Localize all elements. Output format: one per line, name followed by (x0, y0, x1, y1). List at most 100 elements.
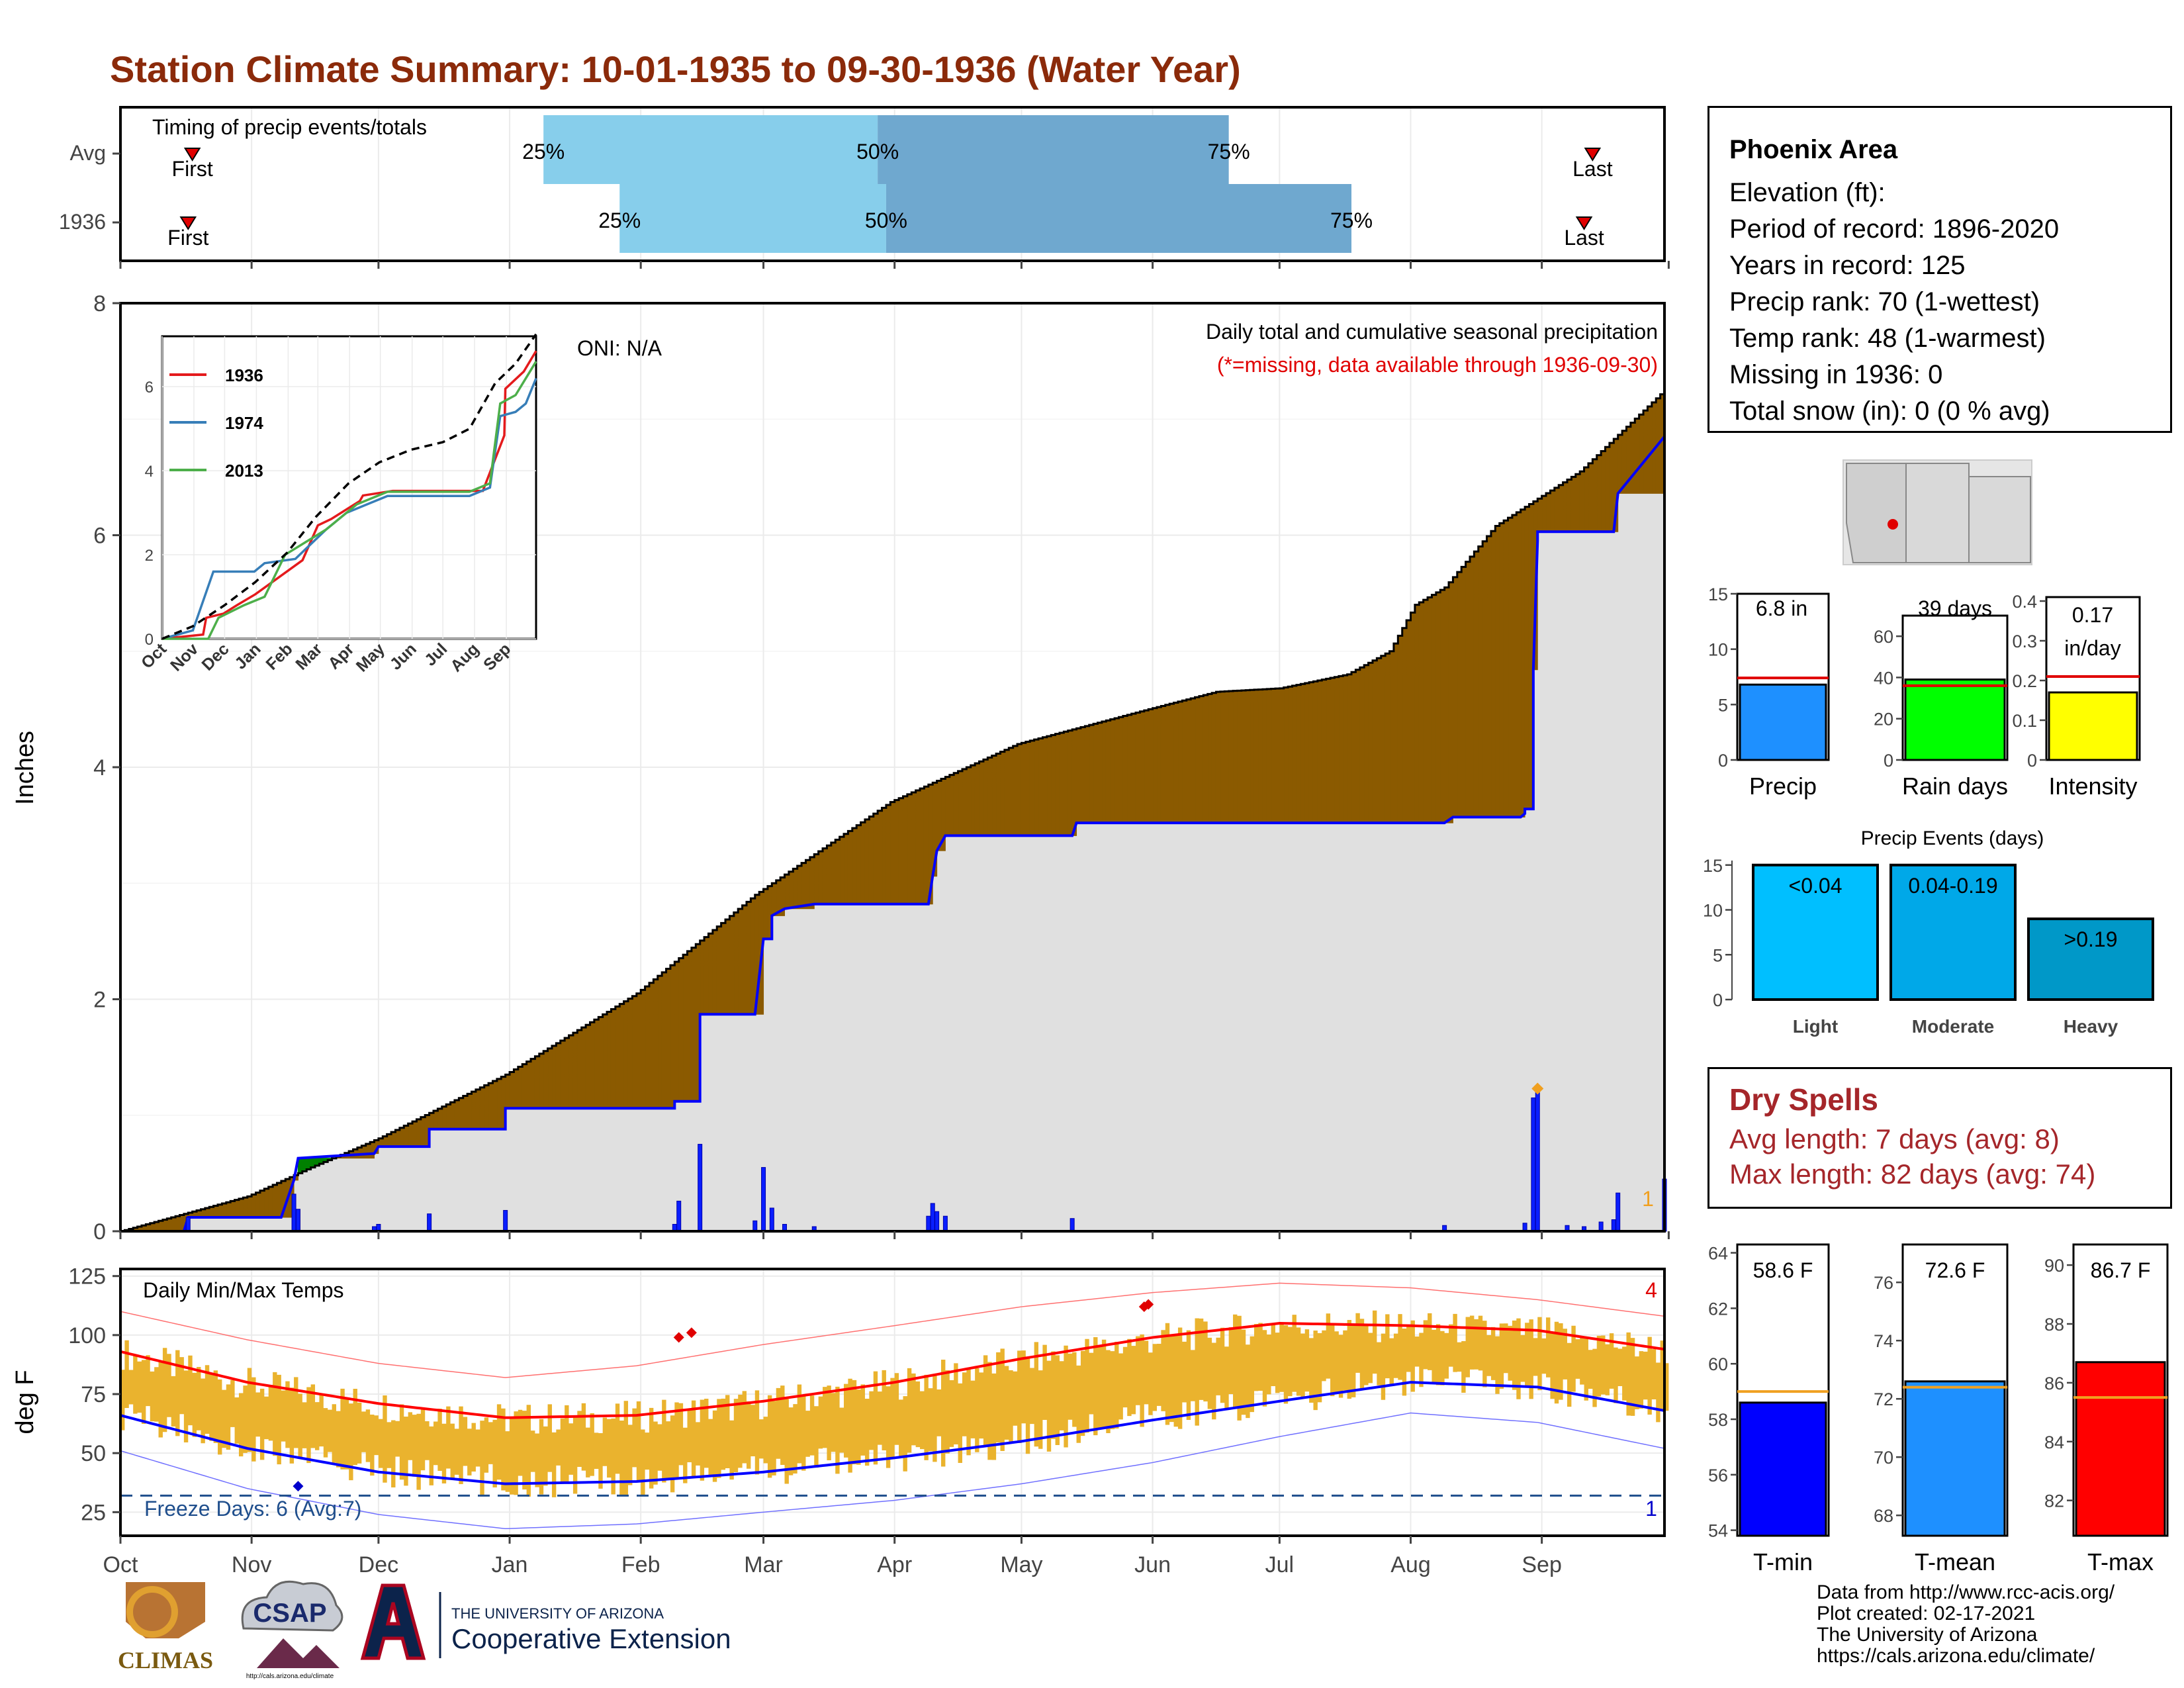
station-temp-rank: Temp rank: 48 (1-warmest) (1729, 324, 2046, 353)
precip-events-y-tick-label: 5 (1713, 945, 1723, 965)
summary-y-tick-label: 10 (1708, 640, 1728, 660)
temp-y-tick-label: 125 (68, 1264, 106, 1289)
daily-precip-bar (1069, 1218, 1075, 1232)
station-info-box: Phoenix Area Elevation (ft): Period of r… (1707, 106, 2172, 433)
summary-y-tick-label: 90 (2044, 1256, 2064, 1276)
timing-row-label: Avg (69, 141, 106, 165)
map-state-tx (1968, 476, 2031, 563)
daily-precip-bar (769, 1207, 774, 1232)
dry-spells-avg: Avg length: 7 days (avg: 8) (1729, 1123, 2060, 1154)
daily-precip-bar (1611, 1219, 1616, 1232)
credit-url: https://cals.arizona.edu/climate/ (1817, 1645, 2095, 1667)
timing-first-marker (179, 216, 197, 230)
timing-bar-lower (543, 115, 878, 184)
summary-x-label: Precip (1749, 773, 1817, 800)
precip-event-bar-label: <0.04 (1789, 874, 1843, 898)
precip-events-y-tick-label: 0 (1713, 990, 1723, 1010)
daily-precip-bar (295, 1209, 300, 1232)
precip-event-bar (1889, 863, 2017, 1001)
timing-bar-lower (619, 184, 886, 253)
inset-legend-label: 2013 (225, 461, 263, 481)
temp-y-tick-label: 50 (81, 1441, 106, 1466)
summary-y-tick-label: 86 (2044, 1374, 2064, 1393)
climas-logo-text: CLIMAS (118, 1647, 213, 1673)
timing-last-marker (1584, 148, 1602, 162)
dry-spells-title: Dry Spells (1729, 1082, 1878, 1117)
climas-logo-ring (126, 1586, 178, 1638)
summary-bar (1739, 1401, 1827, 1537)
summary-bar (1739, 683, 1827, 761)
precip-event-category: Light (1793, 1016, 1838, 1037)
inset-x-tick-label: Jul (421, 639, 451, 669)
record-high-marker (686, 1327, 697, 1338)
daily-precip-bar (427, 1213, 432, 1232)
summary-y-tick-label: 62 (1708, 1299, 1728, 1319)
timing-row-label: 1936 (59, 210, 106, 234)
month-tick-label: Oct (103, 1552, 138, 1577)
precip-subtitle: (*=missing, data available through 1936-… (1217, 353, 1658, 377)
summary-y-tick-label: 84 (2044, 1432, 2064, 1452)
inset-x-tick-label: Dec (198, 639, 232, 674)
summary-x-label: Rain days (1902, 773, 2008, 800)
station-years: Years in record: 125 (1729, 251, 1966, 280)
record-low-marker (293, 1481, 304, 1492)
timing-p25-label: 25% (598, 209, 641, 232)
inset-x-tick-label: Jan (231, 639, 264, 673)
daily-precip-bar (698, 1144, 703, 1232)
daily-precip-bar (752, 1220, 758, 1232)
daily-temp-bars (120, 1310, 1669, 1497)
timing-p50-label: 50% (865, 209, 907, 232)
summary-y-tick-label: 0.1 (2012, 711, 2037, 731)
summary-y-tick-label: 0.2 (2012, 671, 2037, 691)
timing-first-label: First (167, 226, 208, 250)
inset-legend-label: 1936 (225, 365, 263, 385)
credits: Data from http://www.rcc-acis.org/ Plot … (1817, 1582, 2115, 1667)
station-precip-rank: Precip rank: 70 (1-wettest) (1729, 287, 2040, 316)
precip-events-title: Precip Events (days) (1861, 827, 2044, 849)
normal-tmax-line (120, 1322, 1665, 1419)
observed-area (120, 436, 1664, 1231)
month-tick-label: Jan (492, 1552, 528, 1577)
timing-panel-frame (119, 106, 1666, 262)
tmin-value-label: 58.6 F (1753, 1258, 1813, 1282)
month-tick-label: Mar (744, 1552, 783, 1577)
station-location-icon (1888, 519, 1898, 530)
summary-y-tick-label: 54 (1708, 1521, 1728, 1541)
tmax-value-label: 86.7 F (2091, 1258, 2151, 1282)
summary-x-label: T-min (1753, 1548, 1813, 1575)
summary-y-tick-label: 68 (1874, 1506, 1893, 1526)
precip-y-tick-label: 2 (93, 988, 106, 1013)
timing-bar-upper (878, 115, 1229, 184)
credit-university: The University of Arizona (1817, 1624, 2038, 1646)
summary-y-tick-label: 60 (1874, 627, 1893, 647)
daily-precip-bar (503, 1209, 508, 1232)
temp-panel-frame (119, 1268, 1666, 1537)
daily-precip-bar (761, 1167, 766, 1232)
temp-y-axis-label: deg F (11, 1370, 39, 1434)
inset-y-tick-label: 6 (145, 379, 154, 397)
summary-y-tick-label: 74 (1874, 1331, 1893, 1351)
precip-y-axis-label: Inches (11, 731, 39, 805)
summary-y-tick-label: 58 (1708, 1410, 1728, 1430)
month-tick-label: Apr (877, 1552, 912, 1577)
ua-logo-top-text: THE UNIVERSITY OF ARIZONA (451, 1605, 664, 1622)
summary-bar (1904, 679, 2006, 761)
csap-cloud (241, 1580, 343, 1632)
summary-y-tick-label: 76 (1874, 1273, 1893, 1293)
inset-legend-label: 1974 (225, 413, 263, 433)
csap-logo: CSAP http://cals.arizona.edu/climate (241, 1580, 343, 1680)
summary-y-tick-label: 56 (1708, 1466, 1728, 1485)
precip-y-tick-label: 0 (93, 1219, 106, 1244)
daily-precip-bar (1598, 1221, 1604, 1232)
timing-last-label: Last (1564, 226, 1604, 250)
temp-y-tick-label: 25 (81, 1500, 106, 1525)
normal-cumulative-line (120, 390, 1666, 1233)
inset-y-tick-label: 0 (145, 631, 154, 649)
ua-a-icon (360, 1583, 426, 1660)
summary-y-tick-label: 5 (1718, 695, 1728, 715)
rain-days-label: 39 days (1918, 596, 1992, 620)
summary-bar (1904, 1380, 2006, 1537)
freeze-days-label: Freeze Days: 6 (Avg:7) (144, 1497, 361, 1521)
month-tick-label: Jun (1134, 1552, 1171, 1577)
